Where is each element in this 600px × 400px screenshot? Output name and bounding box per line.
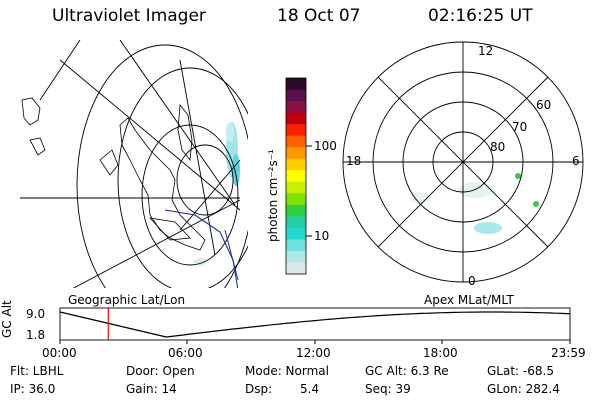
mode-info: Mode: Normal bbox=[245, 364, 329, 378]
colorbar-band bbox=[286, 170, 306, 183]
dsp-value: 5.4 bbox=[300, 382, 320, 396]
polar-diagonal-b bbox=[377, 76, 549, 248]
gain-info: Gain: 14 bbox=[126, 382, 177, 396]
mlat-label-70: 70 bbox=[512, 120, 528, 134]
ip-info: IP: 36.0 bbox=[10, 382, 56, 396]
colorbar bbox=[286, 78, 306, 275]
altitude-curve bbox=[59, 311, 571, 338]
colorbar-band bbox=[286, 193, 306, 206]
altitude-plot bbox=[59, 307, 571, 344]
xtick-0000: 00:00 bbox=[42, 346, 77, 360]
altitude-frame bbox=[59, 307, 571, 341]
colorbar-band bbox=[286, 239, 306, 252]
date-label: 18 Oct 07 bbox=[277, 6, 361, 26]
filter-info: Flt: LBHL bbox=[10, 364, 64, 378]
colorbar-label-100: 100 bbox=[314, 139, 337, 153]
coastline-southern-tip bbox=[148, 217, 191, 241]
colorbar-band bbox=[286, 112, 306, 125]
glat-info: GLat: -68.5 bbox=[487, 364, 554, 378]
door-info: Door: Open bbox=[126, 364, 195, 378]
mlt-label-12: 12 bbox=[478, 44, 494, 58]
mlat-label-80: 80 bbox=[490, 140, 506, 154]
colorbar-band bbox=[286, 158, 306, 171]
polar-emission-b bbox=[458, 182, 494, 198]
coastline-peninsula bbox=[177, 103, 193, 162]
colorbar-band bbox=[286, 262, 306, 275]
xtick-2359: 23:59 bbox=[551, 346, 586, 360]
geographic-panel-label: Geographic Lat/Lon bbox=[68, 293, 186, 307]
coastline-island-a bbox=[21, 97, 41, 126]
coastline-island-c bbox=[99, 149, 119, 176]
polar-spot-a bbox=[515, 173, 521, 179]
colorbar-band bbox=[286, 147, 306, 160]
polar-emission-a bbox=[474, 222, 502, 234]
satellite-track-2 bbox=[224, 229, 239, 281]
colorbar-band bbox=[286, 78, 306, 91]
colorbar-band bbox=[286, 89, 306, 102]
map-grid-inner bbox=[176, 144, 234, 216]
altitude-ylabel: GC Alt bbox=[0, 300, 14, 338]
mlt-label-18: 18 bbox=[346, 154, 362, 168]
mlt-label-6: 6 bbox=[572, 154, 580, 168]
auroral-emission bbox=[194, 122, 240, 266]
xtick-1800: 18:00 bbox=[423, 346, 458, 360]
coastline-island-b bbox=[29, 137, 46, 156]
colorbar-label-10: 10 bbox=[314, 229, 330, 243]
xtick-1200: 12:00 bbox=[296, 346, 331, 360]
colorbar-band bbox=[286, 204, 306, 217]
colorbar-band bbox=[286, 101, 306, 114]
colorbar-band bbox=[286, 250, 306, 263]
colorbar-frame bbox=[285, 77, 307, 275]
xtick-0600: 06:00 bbox=[168, 346, 203, 360]
mlt-label-0: 0 bbox=[468, 274, 476, 288]
colorbar-band bbox=[286, 135, 306, 148]
polar-emission-c bbox=[410, 192, 430, 204]
satellite-track bbox=[164, 209, 239, 288]
altitude-ytick-bottom: 1.8 bbox=[26, 328, 46, 342]
colorbar-unit-label: photon cm⁻²s⁻¹ bbox=[266, 149, 280, 242]
glon-info: GLon: 282.4 bbox=[487, 382, 560, 396]
colorbar-band bbox=[286, 124, 306, 137]
map-grid-middle bbox=[117, 67, 248, 288]
polar-plot bbox=[342, 41, 584, 283]
time-label: 02:16:25 UT bbox=[428, 6, 533, 26]
colorbar-band bbox=[286, 216, 306, 229]
altitude-ytick-top: 9.0 bbox=[26, 307, 46, 321]
dsp-label: Dsp: bbox=[245, 382, 273, 396]
geographic-map bbox=[20, 40, 248, 288]
colorbar-band bbox=[286, 181, 306, 194]
mlat-label-60: 60 bbox=[536, 98, 552, 112]
colorbar-band bbox=[286, 227, 306, 240]
map-grid-outer bbox=[76, 44, 248, 288]
seq-info: Seq: 39 bbox=[365, 382, 411, 396]
polar-panel-label: Apex MLat/MLT bbox=[424, 293, 514, 307]
coastline-south-america bbox=[119, 117, 206, 251]
polar-spot-b bbox=[533, 201, 539, 207]
gc-alt-info: GC Alt: 6.3 Re bbox=[365, 364, 449, 378]
instrument-title: Ultraviolet Imager bbox=[52, 6, 206, 26]
